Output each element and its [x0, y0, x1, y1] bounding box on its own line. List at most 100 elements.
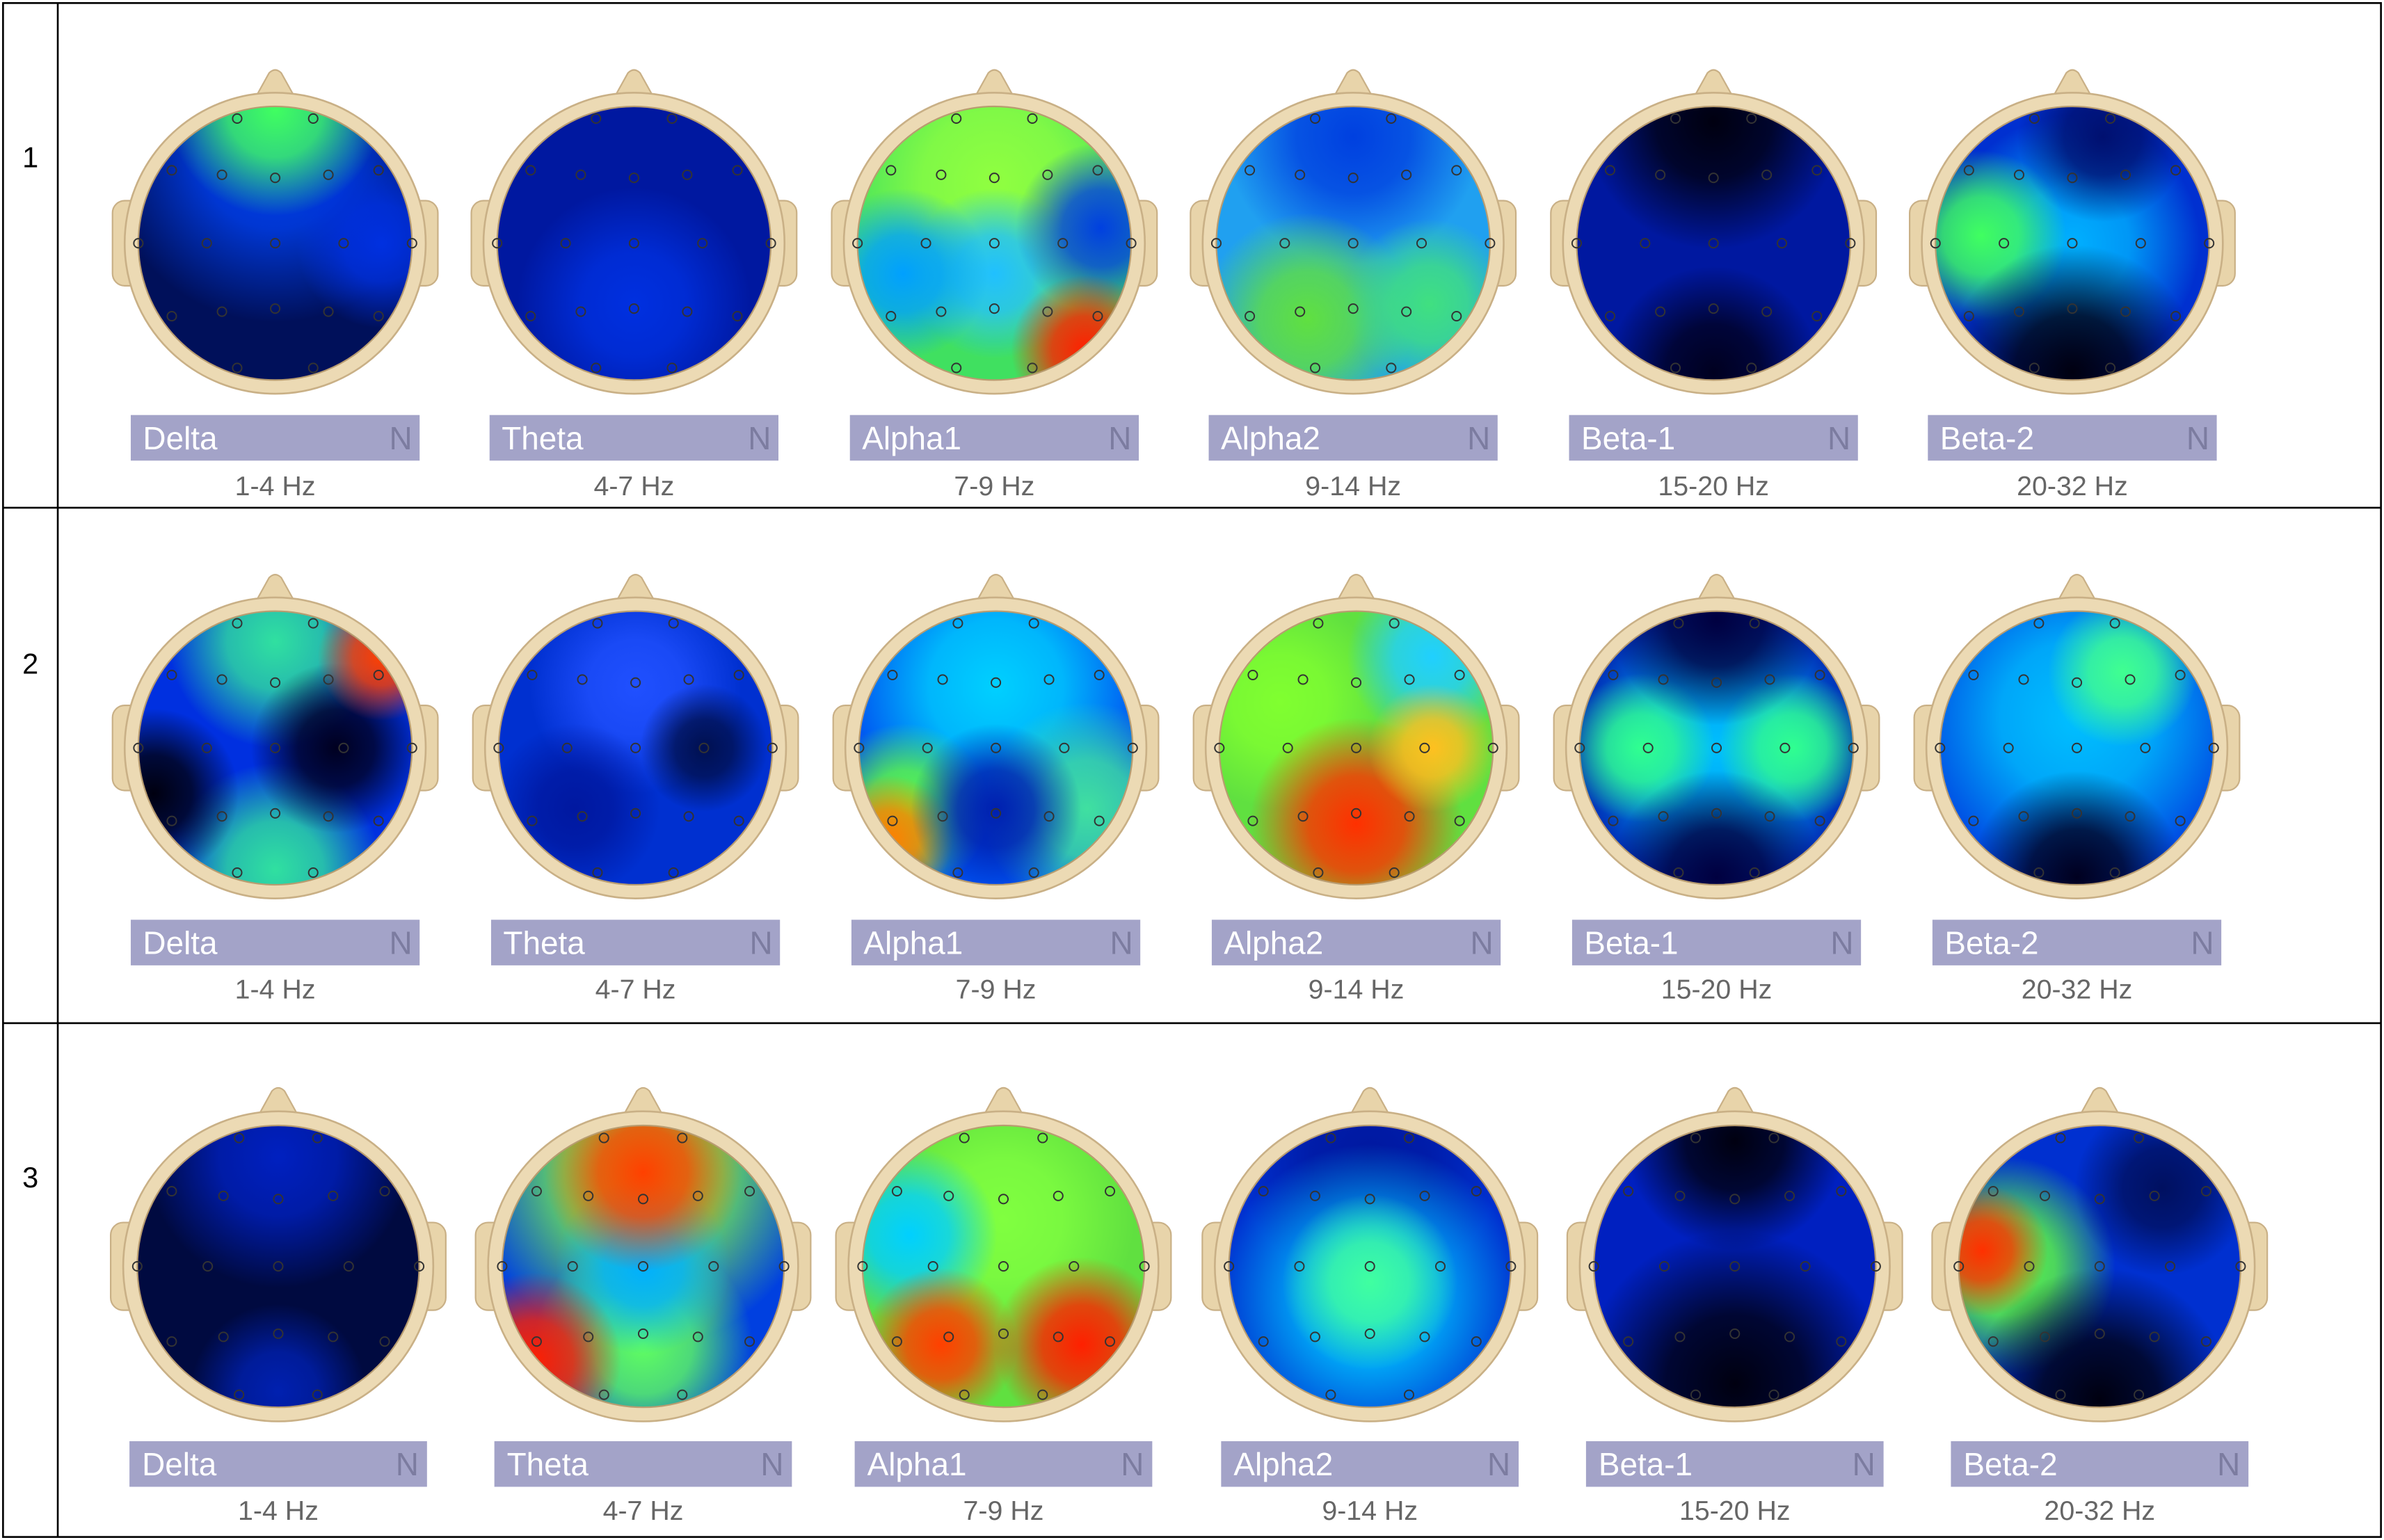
electrode: [583, 1331, 594, 1342]
electrode: [270, 238, 281, 249]
electrode: [1347, 303, 1359, 314]
electrode: [270, 173, 281, 184]
electrode: [2055, 1389, 2066, 1400]
electrode: [952, 867, 963, 879]
scalp-edge: [1935, 105, 2210, 381]
electrode: [1935, 742, 1946, 753]
electrode: [1126, 238, 1137, 249]
electrode: [492, 238, 503, 249]
electrode: [1027, 113, 1038, 125]
electrode: [765, 238, 776, 249]
band-bar: [130, 415, 420, 461]
electrode: [218, 1190, 229, 1201]
electrode: [891, 1185, 902, 1197]
electrode: [1670, 362, 1681, 374]
band-marker: N: [748, 420, 771, 456]
scalp-edge: [137, 105, 413, 381]
electrode: [628, 173, 639, 184]
band-range: 15-20 Hz: [1661, 974, 1773, 1004]
electrode: [1708, 303, 1719, 314]
electrode: [682, 169, 693, 180]
band-name: Beta-2: [1940, 420, 2034, 456]
band-range: 20-32 Hz: [2044, 1495, 2155, 1526]
band-range: 20-32 Hz: [2022, 974, 2133, 1004]
electrode: [2003, 742, 2014, 753]
topo-map: Alpha2 N 9-14 Hz: [1192, 574, 1520, 1004]
heatmap-blob: [1585, 106, 1841, 250]
electrode: [991, 677, 1002, 688]
electrode: [732, 165, 743, 176]
scalp-edge: [137, 610, 413, 886]
band-range: 7-9 Hz: [963, 1495, 1044, 1526]
electrode: [1673, 618, 1684, 629]
electrode: [1295, 306, 1306, 317]
electrode: [201, 742, 212, 753]
electrode: [991, 808, 1002, 819]
band-name: Alpha1: [862, 420, 961, 456]
electrode: [131, 1261, 143, 1272]
band-bar: [1928, 415, 2217, 461]
electrode: [1471, 1336, 1482, 1347]
topo-map: Theta N 4-7 Hz: [472, 574, 799, 1004]
heatmap: [137, 1125, 419, 1408]
band-bar: [854, 1441, 1153, 1487]
electrode: [1294, 1261, 1305, 1272]
band-marker: N: [1121, 1446, 1144, 1482]
electrode: [527, 669, 538, 680]
electrode: [1836, 1336, 1847, 1347]
electrode: [312, 1389, 323, 1400]
electrode: [854, 742, 865, 753]
electrode: [1325, 1389, 1336, 1400]
electrode: [1708, 238, 1719, 249]
electrode: [708, 1261, 719, 1272]
electrode: [1224, 1261, 1235, 1272]
scalp-edge: [1215, 105, 1491, 381]
topo-map: Alpha1 N 7-9 Hz: [832, 574, 1160, 1004]
electrode: [1309, 1331, 1320, 1342]
electrode: [886, 311, 897, 322]
heatmap-blob: [2017, 106, 2189, 223]
electrode: [666, 113, 678, 125]
electrode: [1487, 742, 1498, 753]
electrode: [270, 303, 281, 314]
electrode: [1623, 1336, 1634, 1347]
topo-map: Alpha2 N 9-14 Hz: [1201, 1086, 1539, 1526]
electrode: [1105, 1336, 1116, 1347]
electrode: [531, 1185, 542, 1197]
band-marker: N: [390, 420, 413, 456]
electrode: [1403, 1389, 1415, 1400]
electrode: [1746, 362, 1757, 374]
electrode: [692, 1331, 703, 1342]
electrode: [630, 677, 641, 688]
band-marker: N: [396, 1446, 419, 1482]
electrode: [2120, 306, 2131, 317]
electrode: [1779, 742, 1791, 753]
electrode: [1094, 815, 1105, 826]
electrode: [1351, 742, 1362, 753]
electrode: [1297, 674, 1309, 685]
electrode: [2105, 362, 2116, 374]
electrode: [218, 1331, 229, 1342]
scalp-edge: [1578, 610, 1855, 886]
electrode: [1674, 1331, 1686, 1342]
electrode: [637, 1194, 649, 1205]
band-range: 15-20 Hz: [1658, 471, 1769, 502]
electrode: [1623, 1185, 1634, 1197]
electrode: [1313, 618, 1324, 629]
topo-map: Beta-1 N 15-20 Hz: [1553, 574, 1880, 1004]
electrode: [1057, 238, 1069, 249]
electrode: [1761, 169, 1773, 180]
electrode: [1963, 311, 1974, 322]
electrode: [373, 815, 384, 826]
electrode: [1588, 1261, 1599, 1272]
band-name: Delta: [143, 420, 218, 456]
electrode: [1768, 1132, 1779, 1144]
electrode: [1454, 815, 1465, 826]
electrode: [373, 311, 384, 322]
electrode: [637, 1261, 649, 1272]
electrode: [1389, 867, 1400, 879]
scalp-edge: [858, 610, 1134, 886]
electrode: [234, 1132, 245, 1144]
electrode: [1386, 362, 1397, 374]
electrode: [2149, 1190, 2160, 1201]
